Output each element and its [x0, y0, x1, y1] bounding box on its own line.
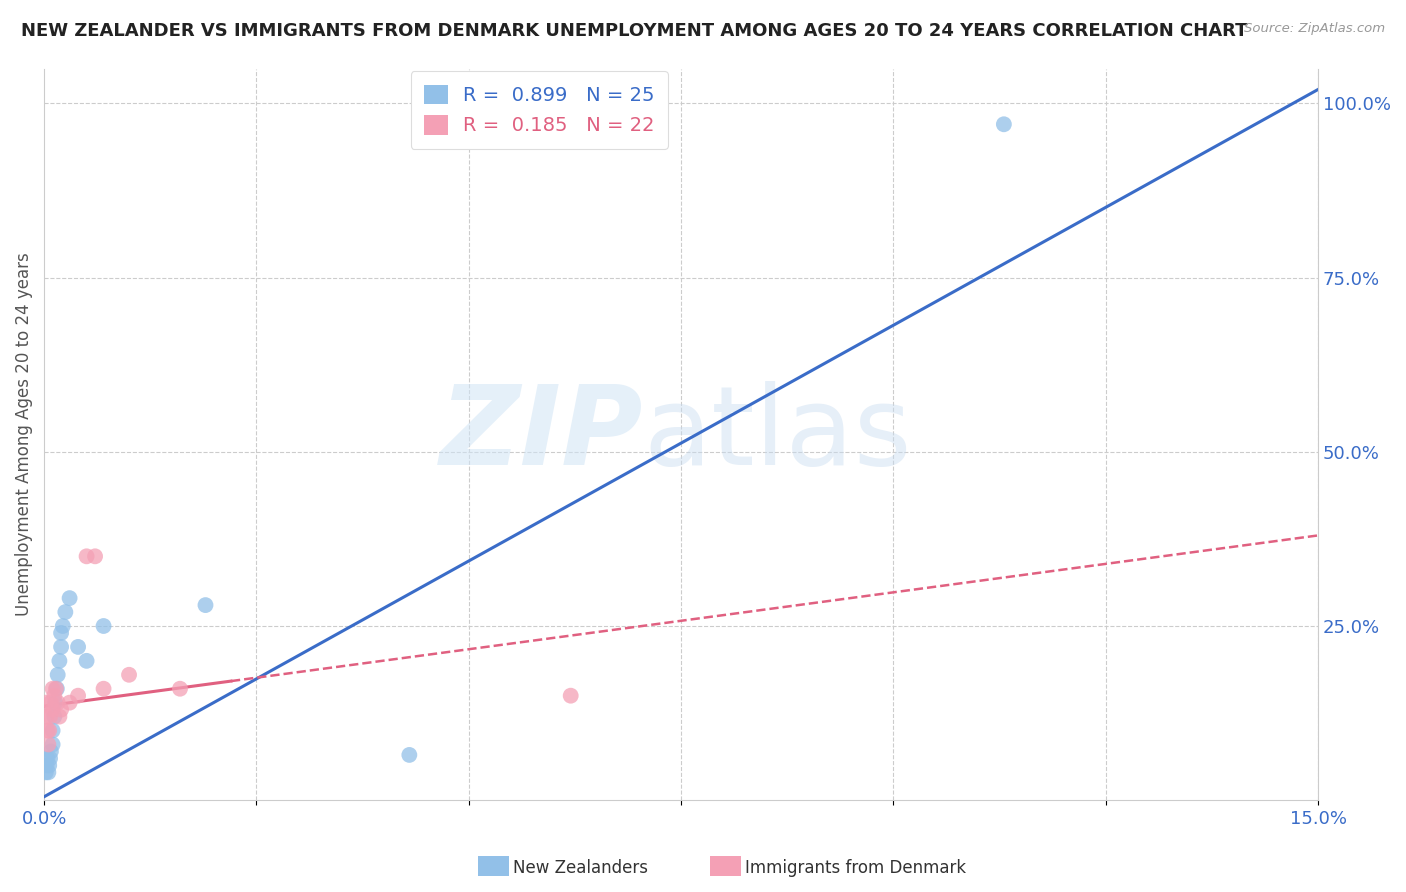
- Point: [39, 751, 62, 765]
- Point: [41, 681, 63, 696]
- Point: [39, 709, 62, 723]
- Point: [37, 738, 59, 752]
- Point: [41, 738, 63, 752]
- Point: [49, 703, 72, 717]
- Point: [35, 696, 58, 710]
- Text: Source: ZipAtlas.com: Source: ZipAtlas.com: [1244, 22, 1385, 36]
- Point: [46, 696, 69, 710]
- Point: [67, 640, 90, 654]
- Point: [38, 758, 60, 772]
- Point: [45, 681, 67, 696]
- Point: [41, 703, 63, 717]
- Point: [93, 681, 115, 696]
- Point: [118, 667, 141, 681]
- Point: [44, 689, 66, 703]
- Point: [35, 758, 58, 772]
- Text: Immigrants from Denmark: Immigrants from Denmark: [745, 859, 966, 877]
- Point: [49, 640, 72, 654]
- Point: [49, 626, 72, 640]
- Point: [52, 619, 75, 633]
- Point: [53, 605, 76, 619]
- Point: [37, 723, 59, 738]
- Point: [37, 751, 59, 765]
- Point: [993, 117, 1015, 131]
- Point: [93, 619, 115, 633]
- Point: [194, 598, 217, 612]
- Point: [38, 723, 60, 738]
- Point: [48, 709, 70, 723]
- Point: [35, 765, 58, 780]
- Point: [560, 689, 582, 703]
- Point: [169, 681, 191, 696]
- Point: [45, 681, 67, 696]
- Point: [48, 654, 70, 668]
- Point: [41, 723, 63, 738]
- Text: New Zealanders: New Zealanders: [513, 859, 648, 877]
- Text: NEW ZEALANDER VS IMMIGRANTS FROM DENMARK UNEMPLOYMENT AMONG AGES 20 TO 24 YEARS : NEW ZEALANDER VS IMMIGRANTS FROM DENMARK…: [21, 22, 1247, 40]
- Point: [84, 549, 107, 564]
- Point: [58, 591, 80, 606]
- Point: [37, 765, 59, 780]
- Text: ZIP: ZIP: [440, 381, 643, 488]
- Point: [398, 747, 420, 762]
- Point: [44, 696, 66, 710]
- Point: [76, 549, 98, 564]
- Text: atlas: atlas: [643, 381, 911, 488]
- Point: [35, 709, 58, 723]
- Point: [39, 744, 62, 758]
- Legend: R =  0.899   N = 25, R =  0.185   N = 22: R = 0.899 N = 25, R = 0.185 N = 22: [411, 71, 668, 149]
- Point: [46, 667, 69, 681]
- Point: [76, 654, 98, 668]
- Y-axis label: Unemployment Among Ages 20 to 24 years: Unemployment Among Ages 20 to 24 years: [15, 252, 32, 616]
- Point: [39, 696, 62, 710]
- Point: [58, 696, 80, 710]
- Point: [67, 689, 90, 703]
- Point: [44, 709, 66, 723]
